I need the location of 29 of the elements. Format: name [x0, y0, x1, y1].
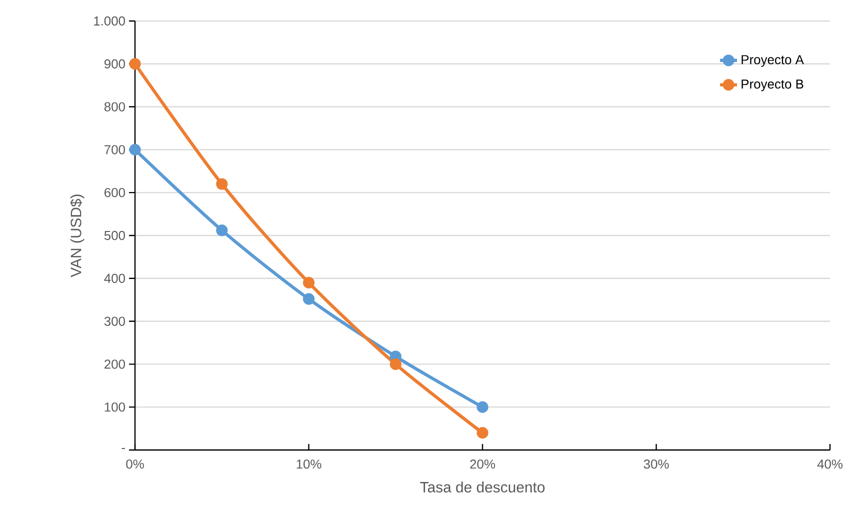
- point: [476, 401, 488, 413]
- legend-label: Proyecto B: [742, 80, 804, 92]
- legend-label: Proyecto A: [742, 55, 804, 67]
- x-tick-label: 10%: [296, 460, 322, 469]
- point: [129, 58, 141, 70]
- x-tick-label: 0%: [126, 460, 144, 469]
- point: [476, 427, 488, 439]
- y-axis-title: VAN (USD$): [70, 194, 84, 278]
- x-tick-label: 20%: [470, 460, 496, 469]
- y-tick-label: 700: [104, 145, 125, 154]
- y-tick-label: 400: [104, 274, 125, 283]
- x-axis-title: Tasa de descuento: [420, 482, 545, 492]
- y-tick-label: 600: [104, 188, 125, 198]
- y-tick-label: 300: [104, 316, 125, 326]
- y-tick-label: 800: [104, 102, 125, 112]
- y-tick-label: 500: [104, 230, 125, 240]
- point: [390, 358, 402, 370]
- x-tick-label: 30%: [644, 460, 669, 469]
- x-tick-label: 40%: [817, 460, 843, 469]
- y-tick-label: -: [122, 448, 125, 450]
- y-tick-label: 100: [104, 402, 125, 412]
- point: [302, 276, 315, 288]
- y-tick-label: 900: [104, 59, 125, 68]
- point: [129, 144, 141, 156]
- point: [302, 293, 315, 305]
- point: [216, 224, 228, 236]
- y-tick-label: 200: [104, 360, 125, 369]
- y-tick-label: 1.000: [94, 16, 125, 26]
- point: [216, 178, 228, 190]
